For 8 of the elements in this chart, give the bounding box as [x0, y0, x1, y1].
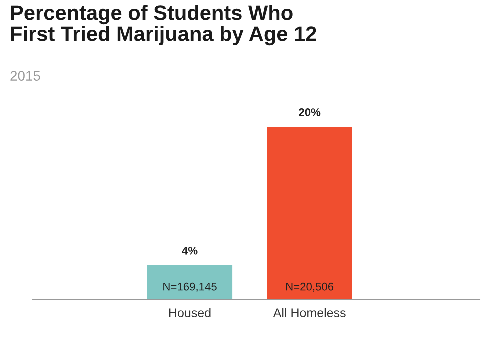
chart-subtitle: 2015: [10, 71, 40, 81]
data-label: 20%: [299, 108, 321, 116]
annotation: N=169,145: [164, 282, 217, 292]
x-tick-label: Housed: [170, 308, 211, 318]
annotation: N=20,506: [286, 282, 334, 292]
x-tick-label: All Homeless: [273, 308, 346, 318]
data-label: 4%: [182, 246, 198, 255]
chart-title: Percentage of Students Who First Tried Marijuana by Age 12: [11, 5, 316, 46]
